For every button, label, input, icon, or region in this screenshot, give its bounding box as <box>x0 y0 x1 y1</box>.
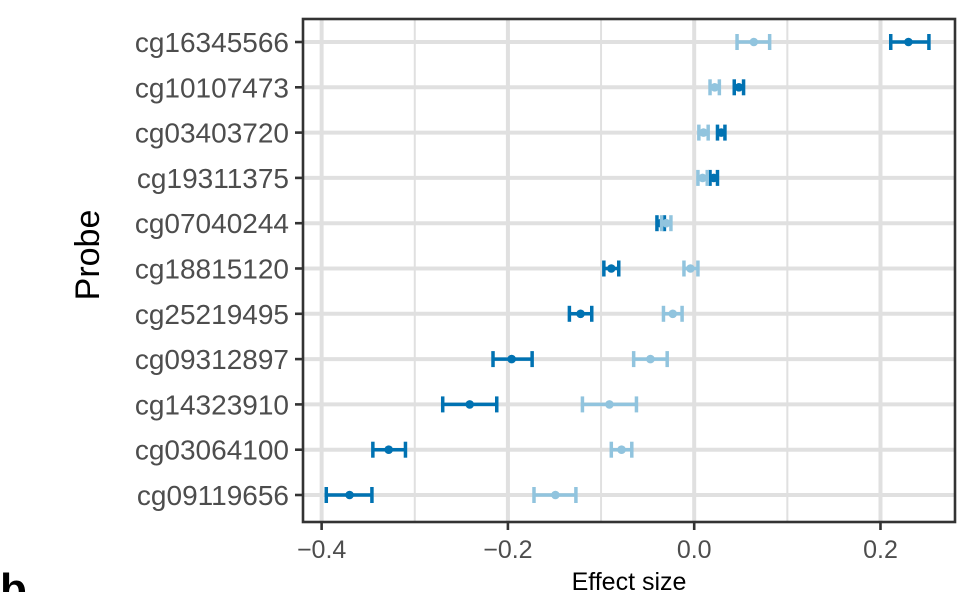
point-dark <box>709 173 719 183</box>
point-dark <box>716 128 726 137</box>
panel-letter: b <box>0 565 27 592</box>
y-tick-label: cg09312897 <box>135 344 289 375</box>
series-light <box>532 34 772 503</box>
y-tick-label: cg25219495 <box>135 299 289 330</box>
point-light <box>710 83 719 92</box>
point-light <box>749 37 759 47</box>
x-tick-label: 0.0 <box>677 536 712 564</box>
point-dark <box>734 83 744 92</box>
point-dark <box>345 490 354 500</box>
point-dark <box>384 445 393 455</box>
x-tick-label: −0.4 <box>297 536 346 564</box>
x-tick-label: 0.2 <box>863 536 898 564</box>
y-tick-label: cg14323910 <box>135 389 289 420</box>
point-light <box>551 490 560 500</box>
point-light <box>605 400 614 409</box>
point-light <box>698 173 707 183</box>
panel-border <box>301 17 957 524</box>
y-tick-label: cg03064100 <box>135 435 289 466</box>
y-axis-title: Probe <box>69 210 107 301</box>
y-tick-label: cg19311375 <box>137 163 289 194</box>
point-light <box>699 128 708 137</box>
point-dark <box>607 264 616 273</box>
point-dark <box>904 37 913 47</box>
series-dark <box>324 34 931 503</box>
point-light <box>617 445 626 455</box>
point-light <box>646 354 655 364</box>
y-tick-label: cg03403720 <box>135 118 289 149</box>
point-dark <box>576 309 585 319</box>
point-light <box>668 309 678 319</box>
point-light <box>661 218 671 228</box>
y-tick-label: cg16345566 <box>135 27 289 58</box>
point-dark <box>507 354 516 364</box>
y-tick-label: cg07040244 <box>135 208 289 239</box>
x-tick-label: −0.2 <box>483 536 532 564</box>
point-dark <box>465 400 475 409</box>
point-light <box>686 264 695 273</box>
y-tick-label: cg18815120 <box>135 254 289 285</box>
y-tick-label: cg09119656 <box>137 480 289 511</box>
y-tick-label: cg10107473 <box>135 72 289 103</box>
x-axis-title: Effect size <box>572 568 687 592</box>
